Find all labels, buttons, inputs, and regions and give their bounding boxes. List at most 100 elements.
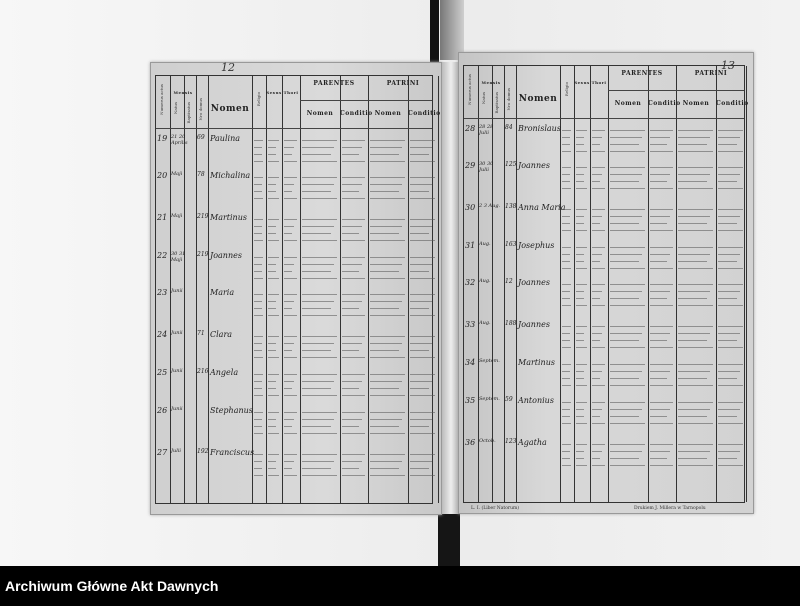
handwritten-entry	[284, 411, 297, 413]
parentes-conditio-header: Conditio	[340, 110, 373, 117]
entry-number: 25	[157, 368, 168, 377]
handwritten-entry	[254, 225, 262, 227]
handwritten-entry	[576, 325, 587, 327]
handwritten-entry	[610, 377, 639, 379]
handwritten-entry	[718, 187, 743, 189]
handwritten-entry	[254, 425, 262, 427]
handwritten-entry	[678, 180, 707, 182]
handwritten-entry	[576, 384, 587, 386]
register-table: PARENTES PATRINI Nomen Nomen Conditio Nomen Co…	[155, 75, 440, 504]
handwritten-entry	[268, 153, 276, 155]
entry-date: Aug.	[479, 278, 491, 284]
handwritten-entry	[650, 290, 670, 292]
handwritten-entry	[370, 300, 402, 302]
handwritten-entry	[610, 136, 642, 138]
handwritten-entry	[678, 332, 710, 334]
handwritten-entry	[576, 290, 584, 292]
handwritten-entry	[268, 160, 279, 162]
handwritten-entry	[284, 467, 292, 469]
entry-number: 23	[157, 288, 168, 297]
handwritten-entry	[284, 300, 294, 302]
entry-name: Bronislaus	[518, 124, 561, 133]
handwritten-entry	[268, 380, 276, 382]
handwritten-entry	[718, 129, 743, 131]
handwritten-entry	[302, 139, 337, 141]
entry-name: Maria	[210, 288, 235, 297]
handwritten-entry	[284, 218, 297, 220]
entry-number: 34	[465, 358, 476, 367]
handwritten-entry	[370, 380, 402, 382]
handwritten-entry	[370, 218, 405, 220]
handwritten-entry	[610, 457, 639, 459]
handwritten-entry	[410, 335, 435, 337]
handwritten-entry	[302, 277, 337, 279]
entry-house-number: 138	[505, 203, 517, 210]
handwritten-entry	[302, 380, 334, 382]
handwritten-entry	[678, 339, 707, 341]
handwritten-entry	[410, 342, 432, 344]
handwritten-entry	[370, 335, 405, 337]
folio-number: 12	[221, 61, 235, 74]
handwritten-entry	[650, 363, 673, 365]
handwritten-entry	[610, 229, 645, 231]
handwritten-entry	[410, 176, 435, 178]
handwritten-entry	[284, 146, 294, 148]
handwritten-entry	[576, 166, 587, 168]
handwritten-entry	[650, 215, 670, 217]
handwritten-entry	[284, 139, 297, 141]
entry-house-number: 84	[505, 124, 513, 131]
handwritten-entry	[576, 339, 584, 341]
handwritten-entry	[562, 401, 571, 403]
handwritten-entry	[592, 246, 605, 248]
handwritten-entry	[410, 232, 429, 234]
handwritten-entry	[718, 283, 743, 285]
handwritten-entry	[576, 304, 587, 306]
handwritten-entry	[576, 408, 584, 410]
handwritten-entry	[342, 460, 362, 462]
column-divider	[478, 66, 479, 502]
handwritten-entry	[284, 277, 297, 279]
handwritten-entry	[562, 208, 571, 210]
handwritten-entry	[302, 453, 337, 455]
column-divider	[438, 76, 439, 503]
handwritten-entry	[576, 283, 587, 285]
handwritten-entry	[718, 415, 737, 417]
entry-house-number: 78	[197, 171, 205, 178]
handwritten-entry	[268, 270, 276, 272]
handwritten-entry	[410, 373, 435, 375]
handwritten-entry	[576, 173, 584, 175]
handwritten-entry	[254, 256, 263, 258]
handwritten-entry	[592, 304, 605, 306]
handwritten-entry	[254, 453, 263, 455]
handwritten-entry	[610, 166, 645, 168]
right-register-page: 13 PARENTES PATRINI Nomen Nomen Conditio Nome…	[458, 52, 754, 514]
entry-name: Martinus	[210, 213, 247, 222]
handwritten-entry	[284, 453, 297, 455]
handwritten-entry	[678, 377, 707, 379]
handwritten-entry	[576, 180, 584, 182]
handwritten-entry	[302, 153, 331, 155]
handwritten-entry	[610, 180, 639, 182]
handwritten-entry	[268, 293, 279, 295]
handwritten-entry	[268, 425, 276, 427]
handwritten-entry	[718, 222, 737, 224]
entry-date: 21 20 Aprilis	[171, 134, 188, 146]
handwritten-entry	[370, 342, 402, 344]
handwritten-entry	[410, 432, 435, 434]
handwritten-entry	[342, 176, 365, 178]
handwritten-entry	[284, 239, 297, 241]
handwritten-entry	[254, 314, 263, 316]
handwritten-entry	[576, 253, 584, 255]
handwritten-entry	[650, 253, 670, 255]
handwritten-entry	[610, 408, 642, 410]
handwritten-entry	[254, 432, 263, 434]
column-divider	[184, 76, 185, 503]
handwritten-entry	[576, 260, 584, 262]
handwritten-entry	[610, 346, 645, 348]
handwritten-entry	[302, 314, 337, 316]
handwritten-entry	[650, 297, 667, 299]
handwritten-entry	[576, 150, 587, 152]
handwritten-entry	[370, 197, 405, 199]
handwritten-entry	[678, 246, 713, 248]
handwritten-entry	[592, 215, 602, 217]
